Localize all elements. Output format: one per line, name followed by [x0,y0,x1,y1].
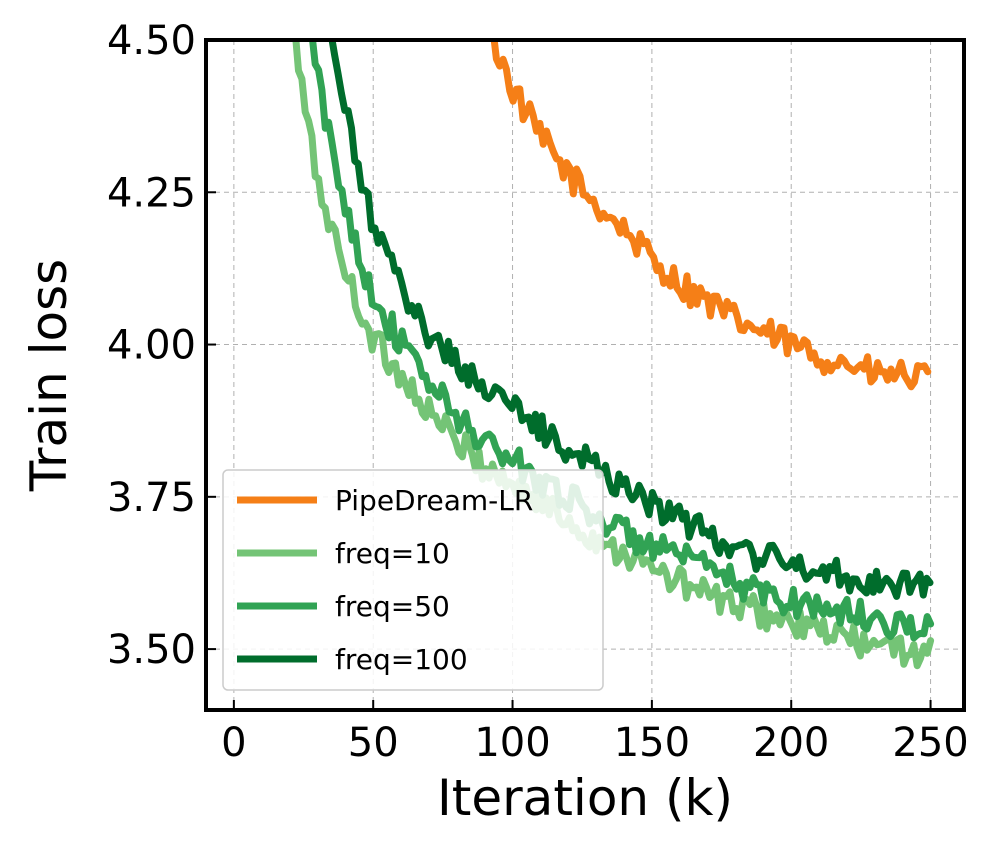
legend-label: PipeDream-LR [335,484,533,517]
legend-label: freq=100 [335,643,468,676]
x-axis-title: Iteration (k) [437,769,733,827]
x-tick-label: 200 [753,720,829,766]
y-tick-label: 4.25 [107,170,196,216]
y-tick-label: 3.75 [107,475,196,521]
y-tick-label: 4.00 [107,323,196,369]
x-tick-label: 250 [892,720,968,766]
x-tick-label: 100 [474,720,550,766]
x-tick-label: 50 [348,720,399,766]
series-layer [292,40,935,670]
y-tick-label: 4.50 [107,18,196,64]
y-axis-title: Train loss [20,259,78,492]
series-line-freq-100 [328,40,934,600]
legend: PipeDream-LR freq=10 freq=50 freq=100 [222,469,604,691]
series-line-pipedream-lr [490,40,932,391]
series-line-freq-10 [292,40,935,670]
legend-label: freq=10 [335,537,450,570]
x-tick-label: 0 [221,720,246,766]
legend-label: freq=50 [335,590,450,623]
legend-box [222,469,604,691]
tick-layer: 0 50 100 150 200 250 3.50 3.75 4.00 4.25 4.50 [107,18,969,766]
x-tick-label: 150 [614,720,690,766]
plot-frame [204,38,966,712]
series-line-freq-50 [309,40,935,642]
y-tick-label: 3.50 [107,627,196,673]
